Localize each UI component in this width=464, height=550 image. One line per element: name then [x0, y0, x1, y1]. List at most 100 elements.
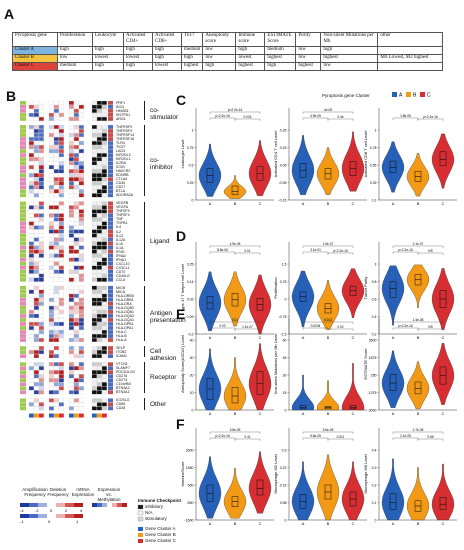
heatmap-cell	[38, 213, 44, 218]
heatmap-cell	[48, 330, 54, 334]
heatmap-cell	[91, 209, 97, 214]
heatmap-cell	[78, 193, 84, 198]
heatmap-cell	[58, 205, 64, 210]
heatmap-cell	[38, 157, 44, 162]
heatmap-cell	[53, 205, 59, 210]
gene-label: VEGFB	[116, 201, 129, 206]
gene-label: HAVCR2	[116, 169, 131, 174]
heatmap-cell	[38, 133, 44, 137]
heatmap-cell	[58, 350, 64, 355]
heatmap-cell	[33, 141, 39, 146]
heatmap-cell	[91, 153, 97, 158]
heatmap-cell	[58, 225, 64, 230]
heatmap-cell	[101, 402, 107, 407]
heatmap-cell	[58, 402, 64, 407]
heatmap-cell	[68, 181, 74, 186]
color-scale-cell	[107, 503, 112, 507]
heatmap-cell	[91, 116, 97, 121]
heatmap-cell	[28, 257, 34, 262]
heatmap-cell	[68, 141, 74, 146]
heatmap-cell	[96, 189, 102, 194]
gene-label: HLA-DRA	[116, 301, 132, 306]
heatmap-cell	[53, 350, 59, 355]
heatmap-cell	[68, 169, 74, 174]
heatmap-right-cell	[108, 137, 113, 141]
gene-label: IL1A	[116, 245, 124, 250]
heatmap-cell	[101, 354, 107, 359]
heatmap-cell	[78, 326, 84, 330]
heatmap-cell	[73, 157, 79, 162]
heatmap-cell	[96, 241, 102, 246]
heatmap-cell	[33, 125, 39, 129]
heatmap-cell	[96, 366, 102, 371]
heatmap-cell	[58, 181, 64, 186]
heatmap-cell	[96, 177, 102, 182]
heatmap-cell	[33, 386, 39, 391]
heatmap-annotation-cell	[20, 289, 26, 294]
heatmap-annotation-cell	[20, 302, 26, 306]
heatmap-cell	[58, 362, 64, 367]
heatmap-annotation-cell	[20, 402, 26, 407]
heatmap-cell	[78, 161, 84, 166]
heatmap-cell	[73, 217, 79, 222]
heatmap-annotation-cell	[20, 153, 26, 157]
heatmap-right-cell	[108, 366, 113, 371]
heatmap-cell	[91, 237, 97, 242]
heatmap-cell	[48, 116, 54, 121]
heatmap-cell	[33, 229, 39, 234]
gene-label: ICOSLG	[116, 398, 130, 403]
heatmap-cell	[33, 104, 39, 109]
heatmap-cell	[73, 378, 79, 383]
heatmap-annotation-cell	[20, 133, 26, 137]
heatmap-cell	[58, 285, 64, 290]
heatmap-cell	[96, 221, 102, 226]
heatmap-cell	[28, 269, 34, 274]
heatmap-cell	[38, 149, 44, 154]
heatmap-cell	[68, 334, 74, 338]
scale-tick-label: -2	[35, 508, 39, 513]
heatmap-right-cell	[108, 129, 113, 133]
heatmap-cell	[91, 173, 97, 178]
heatmap-cell	[38, 285, 44, 290]
heatmap-right-cell	[108, 354, 113, 358]
heatmap-cell	[91, 265, 97, 270]
gene-label: VTCN1	[116, 362, 128, 367]
heatmap-cell	[101, 145, 107, 150]
heatmap-cell	[48, 285, 54, 290]
heatmap-cell	[48, 301, 54, 306]
cluster-strip-cell	[97, 413, 102, 418]
heatmap-cell	[48, 233, 54, 238]
heatmap-cell	[91, 201, 97, 206]
heatmap-cell	[68, 116, 74, 121]
heatmap-cell	[91, 185, 97, 190]
heatmap-cell	[91, 305, 97, 310]
heatmap-cell	[58, 374, 64, 379]
scale-tick-label: 0	[50, 508, 53, 513]
heatmap-cell	[53, 112, 59, 117]
heatmap-right-cell	[108, 105, 113, 109]
legend-swatch	[138, 527, 143, 531]
heatmap-cell	[48, 209, 54, 214]
heatmap-cell	[96, 108, 102, 113]
gene-label: VEGFA	[116, 205, 128, 210]
heatmap-cell	[68, 350, 74, 355]
heatmap-cell	[78, 165, 84, 170]
heatmap-right-cell	[108, 253, 113, 258]
heatmap-cell	[68, 125, 74, 129]
heatmap-right-cell	[108, 297, 113, 302]
heatmap-annotation-cell	[20, 213, 26, 218]
heatmap-cell	[53, 257, 59, 262]
heatmap-cell	[78, 233, 84, 238]
cluster-legend-label: Gene Cluster A	[145, 526, 176, 531]
gene-label: IL10	[116, 241, 123, 246]
heatmap-cell	[48, 185, 54, 190]
heatmap-cell	[68, 273, 74, 278]
heatmap-cell	[48, 104, 54, 109]
heatmap-cell	[91, 370, 97, 375]
heatmap-cell	[73, 133, 79, 137]
heatmap-cell	[48, 149, 54, 154]
heatmap-cell	[91, 157, 97, 162]
heatmap-cell	[33, 137, 39, 141]
heatmap-right-cell	[108, 225, 113, 230]
heatmap-cell	[38, 257, 44, 262]
